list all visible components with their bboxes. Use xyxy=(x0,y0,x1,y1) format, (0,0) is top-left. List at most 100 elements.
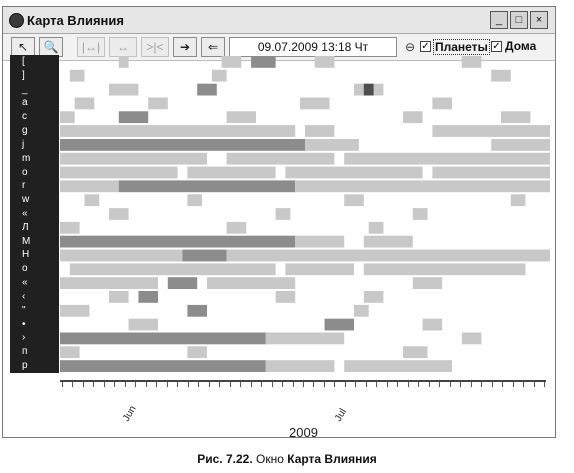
influence-band[interactable] xyxy=(285,263,354,276)
planets-label[interactable]: Планеты xyxy=(433,39,490,55)
influence-band[interactable] xyxy=(207,277,296,289)
houses-label[interactable]: Дома xyxy=(505,39,537,53)
caption-title: Карта Влияния xyxy=(287,452,377,466)
influence-band[interactable] xyxy=(363,235,413,248)
influence-band[interactable] xyxy=(226,249,550,262)
influence-band[interactable] xyxy=(60,166,178,179)
influence-band[interactable] xyxy=(60,346,80,359)
maximize-button[interactable]: □ xyxy=(510,11,528,29)
influence-band[interactable] xyxy=(211,69,227,82)
range-expand-button[interactable]: |↔| xyxy=(77,37,105,57)
influence-band[interactable] xyxy=(432,166,550,179)
influence-band[interactable] xyxy=(275,208,291,220)
influence-band[interactable] xyxy=(187,304,207,317)
influence-band[interactable] xyxy=(118,56,129,68)
influence-band[interactable] xyxy=(187,346,207,359)
influence-band[interactable] xyxy=(60,360,266,372)
influence-band[interactable] xyxy=(354,304,369,317)
influence-band[interactable] xyxy=(461,332,482,345)
datetime-field[interactable]: 09.07.2009 13:18 Чт xyxy=(229,37,397,57)
influence-band[interactable] xyxy=(109,83,139,96)
influence-band[interactable] xyxy=(368,221,384,234)
forward-button[interactable]: ➔ xyxy=(173,37,197,57)
influence-band[interactable] xyxy=(285,166,423,179)
pointer-tool-button[interactable]: ↖ xyxy=(11,37,35,57)
influence-band[interactable] xyxy=(275,291,296,303)
influence-band[interactable] xyxy=(363,291,384,303)
back-button[interactable]: ⇐ xyxy=(201,37,225,57)
influence-band[interactable] xyxy=(412,208,428,220)
influence-band[interactable] xyxy=(344,194,364,207)
influence-band[interactable] xyxy=(60,152,207,165)
influence-band[interactable] xyxy=(187,166,276,179)
influence-band[interactable] xyxy=(344,152,550,165)
axis-tick xyxy=(355,382,357,387)
influence-band[interactable] xyxy=(128,318,158,331)
range-both-button[interactable]: ↔ xyxy=(109,37,137,57)
influence-band[interactable] xyxy=(501,111,531,124)
influence-band[interactable] xyxy=(60,139,305,151)
influence-band[interactable] xyxy=(109,208,129,220)
influence-band[interactable] xyxy=(60,221,80,234)
influence-band[interactable] xyxy=(363,263,526,276)
influence-band[interactable] xyxy=(60,249,183,262)
influence-band[interactable] xyxy=(60,125,296,137)
influence-band[interactable] xyxy=(109,291,129,303)
influence-band[interactable] xyxy=(412,277,443,289)
influence-band[interactable] xyxy=(491,69,511,82)
influence-band[interactable] xyxy=(187,194,203,207)
range-shrink-button[interactable]: >|< xyxy=(141,37,169,57)
row-label-text: j xyxy=(22,138,25,150)
planets-checkbox[interactable]: ✓ xyxy=(420,41,431,52)
influence-band[interactable] xyxy=(422,318,443,331)
axis-tick xyxy=(428,382,430,387)
influence-band[interactable] xyxy=(167,277,198,289)
influence-band[interactable] xyxy=(197,83,217,96)
influence-band[interactable] xyxy=(510,194,526,207)
influence-band[interactable] xyxy=(74,97,95,110)
influence-band[interactable] xyxy=(60,180,119,193)
influence-band[interactable] xyxy=(84,194,100,207)
influence-band[interactable] xyxy=(403,111,423,124)
influence-band[interactable] xyxy=(60,111,75,124)
close-button[interactable]: × xyxy=(530,11,548,29)
zoom-tool-button[interactable]: 🔍 xyxy=(39,37,63,57)
influence-band[interactable] xyxy=(432,97,452,110)
influence-band[interactable] xyxy=(226,152,335,165)
influence-band[interactable] xyxy=(148,97,168,110)
influence-band[interactable] xyxy=(60,304,90,317)
clock-icon[interactable]: ⊖ xyxy=(405,40,416,54)
influence-band[interactable] xyxy=(265,360,335,372)
influence-band[interactable] xyxy=(344,360,452,372)
title-bar[interactable]: Карта Влияния _ □ × xyxy=(3,7,555,34)
influence-band[interactable] xyxy=(403,346,428,359)
influence-band[interactable] xyxy=(118,180,296,193)
influence-band[interactable] xyxy=(324,318,354,331)
influence-band[interactable] xyxy=(300,97,330,110)
influence-band[interactable] xyxy=(69,69,85,82)
influence-band[interactable] xyxy=(265,332,345,345)
influence-band[interactable] xyxy=(221,56,242,68)
influence-band[interactable] xyxy=(363,83,374,96)
influence-band[interactable] xyxy=(226,221,247,234)
influence-band[interactable] xyxy=(314,56,335,68)
influence-band[interactable] xyxy=(60,277,158,289)
influence-band[interactable] xyxy=(182,249,227,262)
influence-band[interactable] xyxy=(60,332,266,345)
influence-band[interactable] xyxy=(432,125,550,137)
influence-band[interactable] xyxy=(226,111,256,124)
influence-band[interactable] xyxy=(118,111,149,124)
influence-band[interactable] xyxy=(461,56,482,68)
influence-band[interactable] xyxy=(305,139,359,151)
influence-band[interactable] xyxy=(251,56,276,68)
influence-band[interactable] xyxy=(60,235,296,248)
influence-band[interactable] xyxy=(69,263,276,276)
influence-band[interactable] xyxy=(295,180,550,193)
influence-band[interactable] xyxy=(138,291,158,303)
influence-band[interactable] xyxy=(295,235,345,248)
houses-checkbox[interactable]: ✓ xyxy=(491,41,502,52)
influence-band[interactable] xyxy=(305,125,335,137)
influence-band[interactable] xyxy=(491,139,550,151)
minimize-button[interactable]: _ xyxy=(490,11,508,29)
